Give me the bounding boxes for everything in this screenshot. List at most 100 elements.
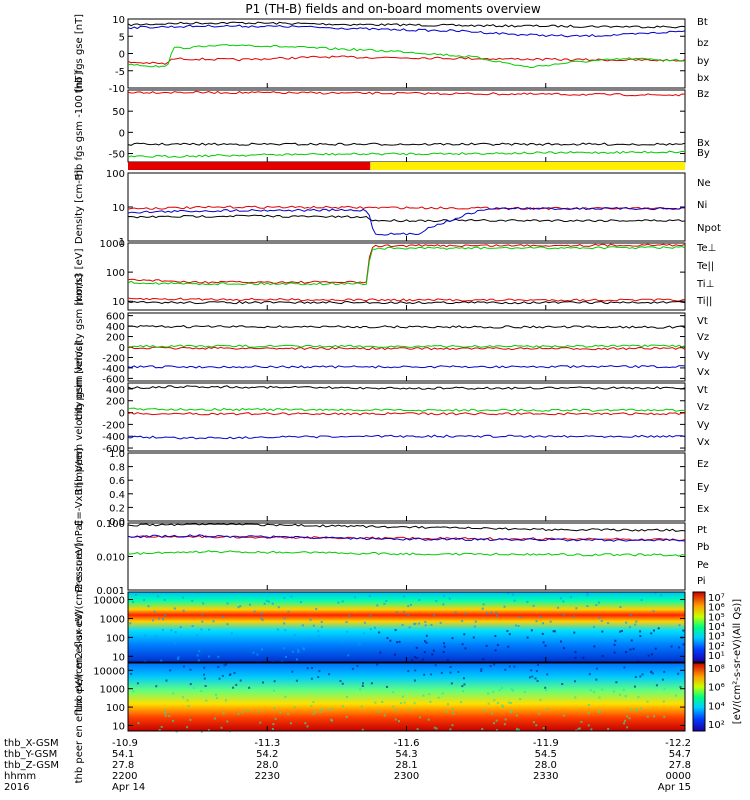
y-tick-label: 200 xyxy=(106,397,125,408)
legend-entry: Te⊥ xyxy=(696,243,716,254)
series-line-Vt xyxy=(127,385,686,390)
panel-frame xyxy=(127,522,686,591)
series-line-Vy xyxy=(127,407,686,412)
colorbar-tick-label: 10² xyxy=(708,641,725,652)
legend-entry: Pb xyxy=(697,542,709,553)
x-row-value: 54.5 xyxy=(535,749,557,760)
x-row-value: Apr 15 xyxy=(658,782,691,793)
x-row-label: hhmm xyxy=(4,771,36,782)
legend-entry: Vy xyxy=(697,350,710,361)
series-line-Npot xyxy=(127,206,686,236)
legend-entry: bz xyxy=(697,38,709,49)
legend-entry: by xyxy=(697,56,709,67)
y-axis-label: thb peer en eflux eV/(cm2-s-sr-eV) xyxy=(74,611,85,784)
x-row-value: -11.3 xyxy=(254,738,280,749)
y-tick-label: 0.001 xyxy=(96,586,125,597)
y-tick-label: 0.100 xyxy=(96,519,125,530)
y-tick-label: 0 xyxy=(119,343,125,354)
panel-frame xyxy=(127,89,686,163)
legend-entry: By xyxy=(697,148,710,159)
y-tick-label: -400 xyxy=(102,432,125,443)
x-row-value: 28.0 xyxy=(535,760,557,771)
series-line-Te|| xyxy=(127,300,686,305)
y-tick-label: 0.2 xyxy=(109,503,125,514)
y-tick-label: 1000 xyxy=(100,685,125,696)
legend-entry: bx xyxy=(697,73,709,84)
x-row-value: -10.9 xyxy=(112,738,138,749)
x-row-value: 28.0 xyxy=(256,760,278,771)
y-tick-label: 10 xyxy=(112,297,125,308)
x-row-value: 54.1 xyxy=(112,749,134,760)
y-tick-label: 100 xyxy=(106,268,125,279)
series-line-Vz xyxy=(127,412,686,416)
legend-entry: Vz xyxy=(697,332,709,343)
legend-entry: Npot xyxy=(697,223,721,234)
spectrogram-texture xyxy=(130,663,682,733)
spectrogram-texture xyxy=(129,592,685,664)
panel-3 xyxy=(128,162,685,170)
series-line-Pi xyxy=(127,534,686,542)
series-line-Bt xyxy=(127,21,686,29)
colorbar-label: [eV/(cm²-s-sr-eV)(All Qs)] xyxy=(732,599,743,724)
colorbar xyxy=(692,662,706,732)
y-tick-label: 400 xyxy=(106,385,125,396)
legend-entry: Ne xyxy=(697,178,711,189)
y-tick-label: 1 xyxy=(119,237,125,248)
legend-entry: Ti⊥ xyxy=(696,279,714,290)
spectrogram xyxy=(128,663,685,731)
y-tick-label: -50 xyxy=(109,150,125,161)
legend-entry: Bx xyxy=(697,138,710,149)
legend-entry: Vz xyxy=(697,402,709,413)
colorbar-tick-label: 10⁴ xyxy=(708,622,725,633)
colorbar-tick-label: 10³ xyxy=(708,632,725,643)
x-row-value: -11.6 xyxy=(394,738,420,749)
legend-entry: Pe xyxy=(697,560,709,571)
series-line-Bz xyxy=(127,90,686,97)
series-line-Ti⊥ xyxy=(127,243,686,284)
y-tick-label: -10 xyxy=(109,84,125,95)
legend-entry: Vt xyxy=(697,385,708,396)
y-axis-label: E=-VxB [mV/m] xyxy=(74,448,85,526)
y-tick-label: -400 xyxy=(102,364,125,375)
legend-entry: Vt xyxy=(697,316,708,327)
y-axis-label: thb fgs gse [nT] xyxy=(74,14,85,93)
panel-frame xyxy=(127,18,686,89)
colorbar-tick-label: 10⁶ xyxy=(708,603,725,614)
y-axis-label: thb peir en eflux eV/(cm2-s-sr-eV) xyxy=(74,542,85,711)
y-tick-label: 10 xyxy=(112,652,125,663)
y-tick-label: 5 xyxy=(119,32,125,43)
y-axis-label: mom3 [eV] xyxy=(74,248,85,304)
y-tick-label: -600 xyxy=(102,374,125,385)
series-line-Te⊥ xyxy=(127,297,686,302)
x-row-value: -12.2 xyxy=(665,738,691,749)
x-row-value: 2330 xyxy=(533,771,558,782)
y-tick-label: 10000 xyxy=(93,666,125,677)
legend-entry: Vx xyxy=(697,367,710,378)
x-row-value: 54.2 xyxy=(256,749,278,760)
y-axis-label: Pressure [nPa] xyxy=(74,521,85,593)
series-line-Ni xyxy=(127,214,686,223)
series-line-Ti|| xyxy=(127,245,686,286)
figure-title: P1 (TH-B) fields and on-board moments ov… xyxy=(245,2,541,16)
panel-1: 10 5 0 -5 -10 thb fgs gse [nT] Bt bz by bx xyxy=(74,14,709,95)
series-line-bx xyxy=(127,24,686,38)
x-row-value: -11.9 xyxy=(533,738,559,749)
x-row-value: 0000 xyxy=(666,771,691,782)
colorbar-tick-label: 10⁶ xyxy=(708,683,725,694)
colorbar-tick-label: 10² xyxy=(708,720,725,731)
series-line-Vt xyxy=(127,325,686,329)
legend-entry: Vy xyxy=(697,420,710,431)
y-axis-label: thb peem velocity gsm [km/s] xyxy=(74,342,85,492)
y-tick-label: 100 xyxy=(106,169,125,180)
y-tick-label: 1000 xyxy=(100,239,125,250)
x-row-label: thb_Z-GSM xyxy=(4,760,59,771)
y-tick-label: 0 xyxy=(119,128,125,139)
legend-entry: Bz xyxy=(697,89,709,100)
x-row-label: thb_Y-GSM xyxy=(4,749,57,760)
y-tick-label: 10 xyxy=(112,15,125,26)
